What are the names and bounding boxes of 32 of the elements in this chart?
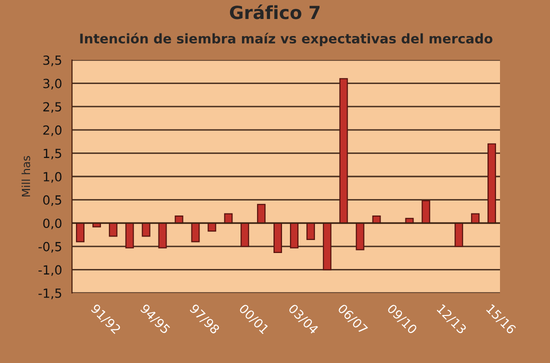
y-tick-label: 3,5 — [43, 55, 62, 66]
bar — [158, 222, 167, 248]
bar — [422, 200, 430, 224]
bar — [257, 204, 266, 224]
bar — [322, 222, 332, 270]
y-tick-label: -1,5 — [38, 288, 62, 300]
bar — [174, 216, 184, 224]
y-tick-label: -0,5 — [38, 242, 62, 253]
chart-title: Gráfico 7 — [230, 4, 320, 20]
bar — [224, 213, 233, 224]
bar — [306, 222, 315, 240]
bar — [76, 222, 84, 242]
bar — [125, 222, 134, 248]
y-tick-label: -1,0 — [38, 265, 62, 276]
bar — [240, 222, 250, 247]
bar — [454, 222, 464, 247]
y-tick-label: 0,0 — [43, 218, 62, 230]
y-tick-label: 2,0 — [43, 125, 62, 136]
y-tick-label: 2,5 — [43, 102, 62, 113]
bar — [339, 78, 348, 224]
y-axis-title: Mill has — [22, 156, 30, 196]
y-tick-label: 1,0 — [44, 172, 62, 183]
bar — [471, 213, 480, 224]
chart-subtitle: Intención de siembra maíz vs expectativas del mercado — [80, 32, 492, 46]
bar — [191, 222, 200, 242]
bar — [356, 222, 364, 250]
y-tick-label: 0,5 — [43, 195, 62, 206]
bar — [488, 143, 496, 224]
bar — [274, 222, 282, 254]
y-tick-label: 3,0 — [43, 78, 62, 90]
y-tick-label: 1,5 — [44, 148, 62, 160]
bar — [290, 222, 298, 248]
